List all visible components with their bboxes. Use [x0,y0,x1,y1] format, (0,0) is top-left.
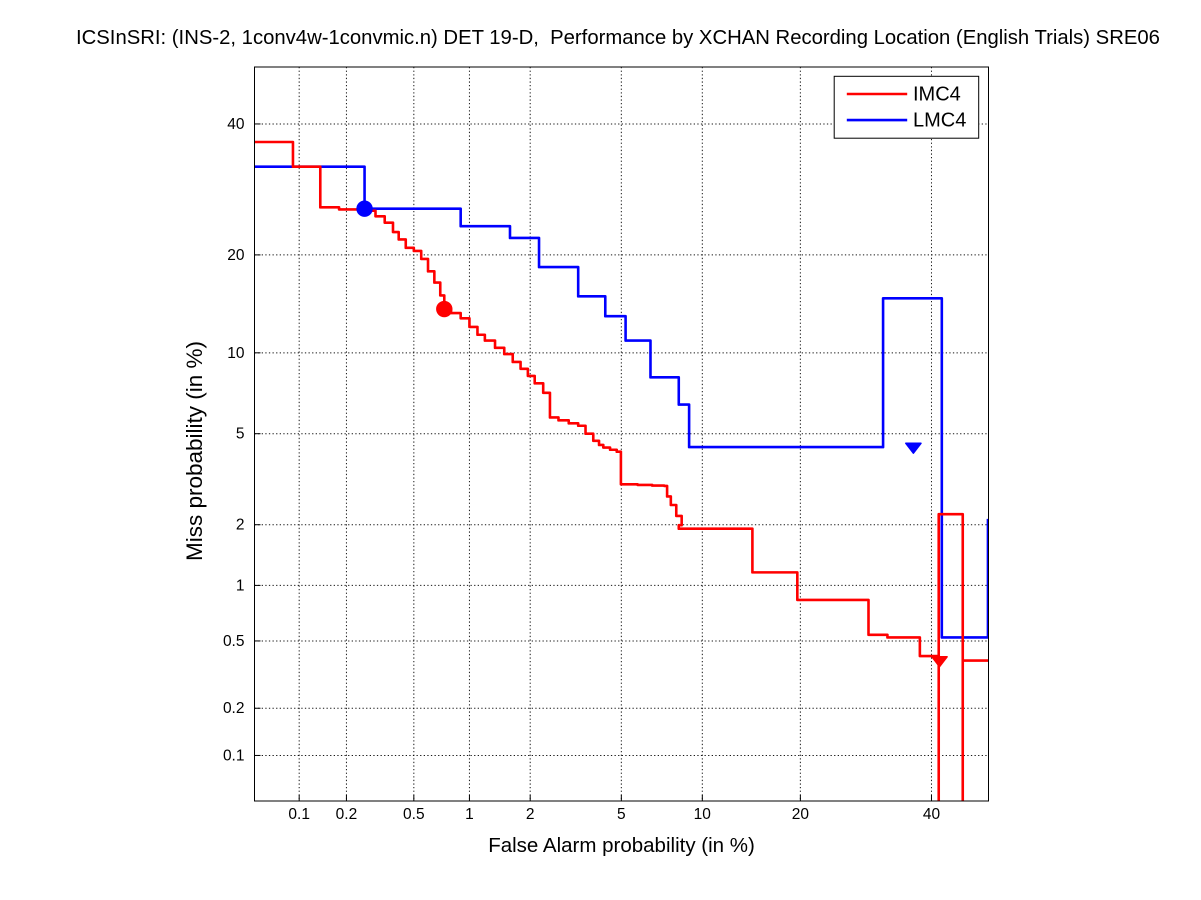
svg-text:10: 10 [227,345,245,362]
svg-text:5: 5 [617,806,626,823]
svg-text:0.5: 0.5 [403,806,425,823]
svg-text:0.2: 0.2 [336,806,358,823]
svg-text:LMC4: LMC4 [913,110,966,132]
svg-text:0.1: 0.1 [223,747,245,764]
svg-text:1: 1 [236,577,245,594]
svg-text:40: 40 [923,806,941,823]
svg-text:0.2: 0.2 [223,700,245,717]
svg-text:IMC4: IMC4 [913,84,961,106]
svg-text:2: 2 [526,806,535,823]
svg-text:0.5: 0.5 [223,633,245,650]
svg-text:20: 20 [792,806,810,823]
svg-text:5: 5 [236,426,245,443]
svg-text:20: 20 [227,247,245,264]
svg-text:1: 1 [465,806,474,823]
svg-text:0.1: 0.1 [288,806,310,823]
svg-text:40: 40 [227,116,245,133]
svg-text:2: 2 [236,517,245,534]
svg-text:10: 10 [694,806,712,823]
